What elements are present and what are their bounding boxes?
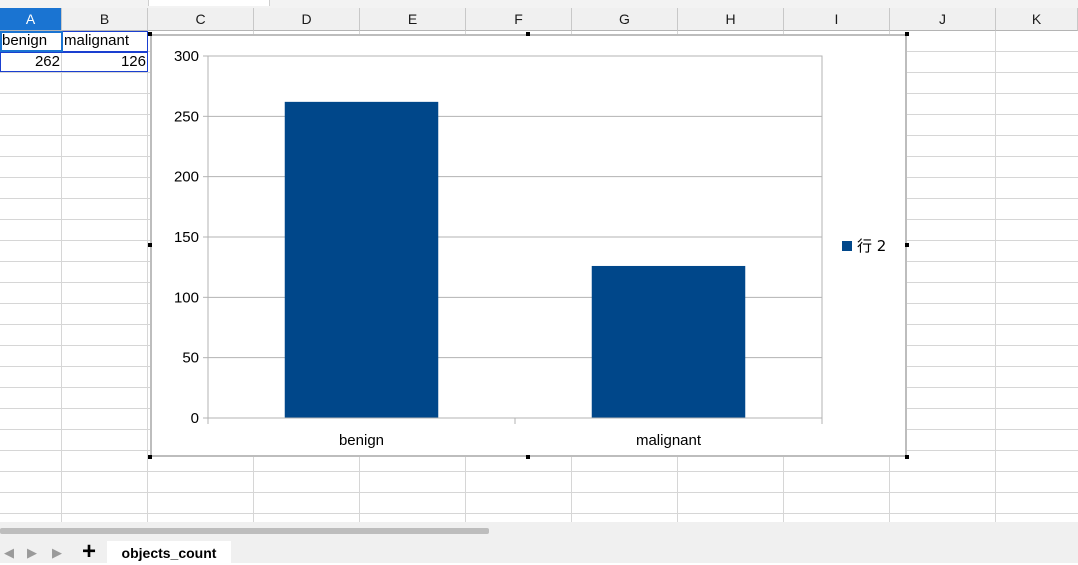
grid-row-line <box>0 513 1078 514</box>
column-header-c[interactable]: C <box>148 8 254 31</box>
toolbar-strip <box>0 0 1078 8</box>
active-cell-cursor <box>0 31 63 52</box>
cell-a2[interactable]: 262 <box>34 53 60 70</box>
x-tick-label: malignant <box>636 432 702 449</box>
resize-handle-bottom-right[interactable] <box>905 455 909 459</box>
add-sheet-button[interactable]: + <box>81 538 96 565</box>
y-tick-label: 50 <box>182 350 199 367</box>
y-tick-label: 300 <box>174 48 199 65</box>
chart-canvas: 0 50 100 150 200 250 300 benign malignant 行 2 <box>174 48 886 449</box>
y-tick-label: 250 <box>174 108 199 125</box>
horizontal-scrollbar[interactable] <box>0 528 489 534</box>
column-header-b[interactable]: B <box>62 8 148 31</box>
y-tick-label: 200 <box>174 169 199 186</box>
y-tick-label: 0 <box>191 410 199 427</box>
last-sheet-arrow-icon[interactable]: ▶​ <box>52 545 62 560</box>
column-header-f[interactable]: F <box>466 8 572 31</box>
resize-handle-bottom-left[interactable] <box>148 455 152 459</box>
y-tick-label: 150 <box>174 229 199 246</box>
resize-handle-top[interactable] <box>526 32 530 36</box>
column-header-h[interactable]: H <box>678 8 784 31</box>
bar-malignant <box>591 265 746 418</box>
resize-handle-bottom[interactable] <box>526 455 530 459</box>
grid-row-line <box>0 471 1078 472</box>
legend-label: 行 2 <box>857 237 886 255</box>
column-header-j[interactable]: J <box>890 8 996 31</box>
cell-b2[interactable]: 126 <box>120 53 146 70</box>
cell-b1[interactable]: malignant <box>64 32 130 49</box>
resize-handle-top-right[interactable] <box>905 32 909 36</box>
next-sheet-arrow-icon[interactable]: ▶ <box>27 545 37 560</box>
bar-benign <box>284 101 439 418</box>
resize-handle-right[interactable] <box>905 243 909 247</box>
column-header-g[interactable]: G <box>572 8 678 31</box>
column-header-d[interactable]: D <box>254 8 360 31</box>
legend-swatch <box>842 241 852 251</box>
x-tick-label: benign <box>339 432 384 449</box>
resize-handle-left[interactable] <box>148 243 152 247</box>
column-header-a[interactable]: A <box>0 8 62 31</box>
column-header-i[interactable]: I <box>784 8 890 31</box>
sheet-tab-bar: ◀ ▶ ▶​ + objects_count <box>0 522 1078 565</box>
grid-column-line <box>995 31 996 522</box>
toolbar-tab <box>148 0 270 6</box>
cell-a1[interactable]: benign <box>2 32 48 49</box>
column-header-e[interactable]: E <box>360 8 466 31</box>
y-tick-label: 100 <box>174 289 199 306</box>
first-sheet-arrow-icon[interactable]: ◀ <box>4 545 14 560</box>
grid-row-line <box>0 492 1078 493</box>
grid-column-line <box>61 31 62 522</box>
sheet-tab-objects-count[interactable]: objects_count <box>107 541 231 563</box>
grid-column-line <box>147 31 148 522</box>
selection-row2 <box>0 52 148 72</box>
column-header-k[interactable]: K <box>996 8 1078 31</box>
bar-chart[interactable]: 0 50 100 150 200 250 300 benign malignant 行 2 <box>150 34 907 457</box>
resize-handle-top-left[interactable] <box>148 32 152 36</box>
